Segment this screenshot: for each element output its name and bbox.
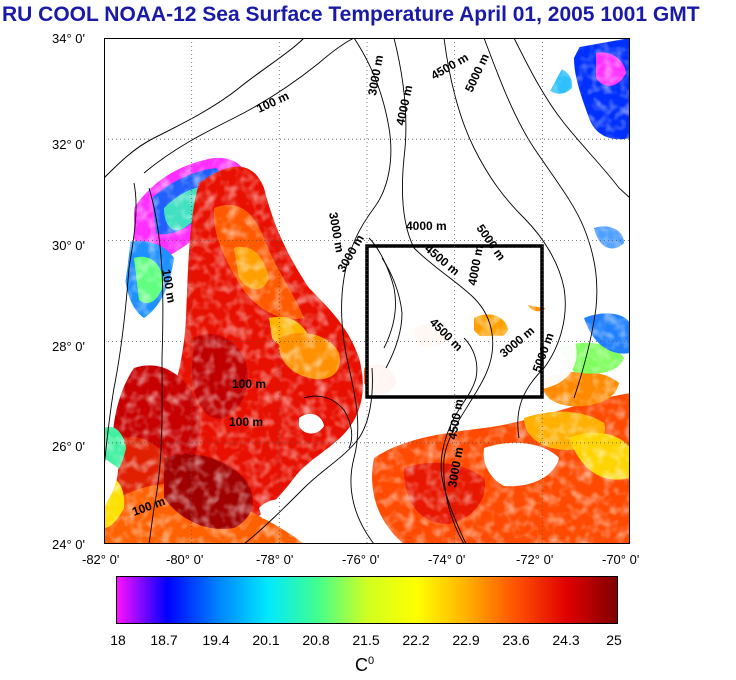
page-title: RU COOL NOAA-12 Sea Surface Temperature …: [2, 3, 700, 26]
colorbar-tick: 23.6: [502, 632, 530, 648]
lat-tick-34: 34° 0': [52, 31, 85, 46]
colorbar-tick: 25: [606, 632, 622, 648]
lat-tick-24: 24° 0': [52, 537, 85, 552]
land: [104, 138, 360, 520]
colorbar-tick: 24.3: [552, 632, 580, 648]
colorbar-tick: 22.9: [452, 632, 480, 648]
lat-tick-26: 26° 0': [52, 439, 85, 454]
lon-tick-80: -80° 0': [166, 552, 204, 567]
contour-label: 4000 m: [465, 244, 486, 287]
lon-tick-78: -78° 0': [256, 552, 294, 567]
bathymetry-contours: [104, 38, 630, 544]
contour-label: 3000 m: [326, 211, 347, 254]
sst-map[interactable]: 100 m 3000 m 4000 m 4500 m 5000 m 3000 m…: [104, 38, 630, 544]
contour-label: 4000 m: [406, 219, 447, 233]
contour-label: 3000 m: [445, 446, 466, 489]
map-grid: [104, 38, 630, 544]
lat-tick-30: 30° 0': [52, 238, 85, 253]
contour-label: 4500 m: [445, 398, 466, 441]
colorbar-unit: C0: [355, 655, 375, 675]
sst-map-svg: 100 m 3000 m 4000 m 4500 m 5000 m 3000 m…: [104, 38, 630, 544]
colorbar-tick: 20.8: [302, 632, 330, 648]
colorbar-tick: 18: [110, 632, 126, 648]
contour-label: 100 m: [159, 268, 179, 304]
map-frame: [104, 38, 630, 544]
lon-tick-70: -70° 0': [602, 552, 640, 567]
contour-label: 3000 m: [365, 54, 386, 97]
lon-tick-76: -76° 0': [342, 552, 380, 567]
temperature-colorbar: [116, 576, 618, 624]
colorbar-tick: 18.7: [150, 632, 178, 648]
lat-tick-28: 28° 0': [52, 339, 85, 354]
lat-tick-32: 32° 0': [52, 137, 85, 152]
lon-tick-72: -72° 0': [516, 552, 554, 567]
colorbar-tick: 21.5: [352, 632, 380, 648]
colorbar-tick: 19.4: [202, 632, 230, 648]
lon-tick-82: -82° 0': [82, 552, 120, 567]
lon-tick-74: -74° 0': [428, 552, 466, 567]
colorbar-tick: 20.1: [252, 632, 280, 648]
colorbar-tick: 22.2: [402, 632, 430, 648]
contour-label: 100 m: [229, 415, 263, 429]
contour-label: 100 m: [232, 377, 266, 391]
